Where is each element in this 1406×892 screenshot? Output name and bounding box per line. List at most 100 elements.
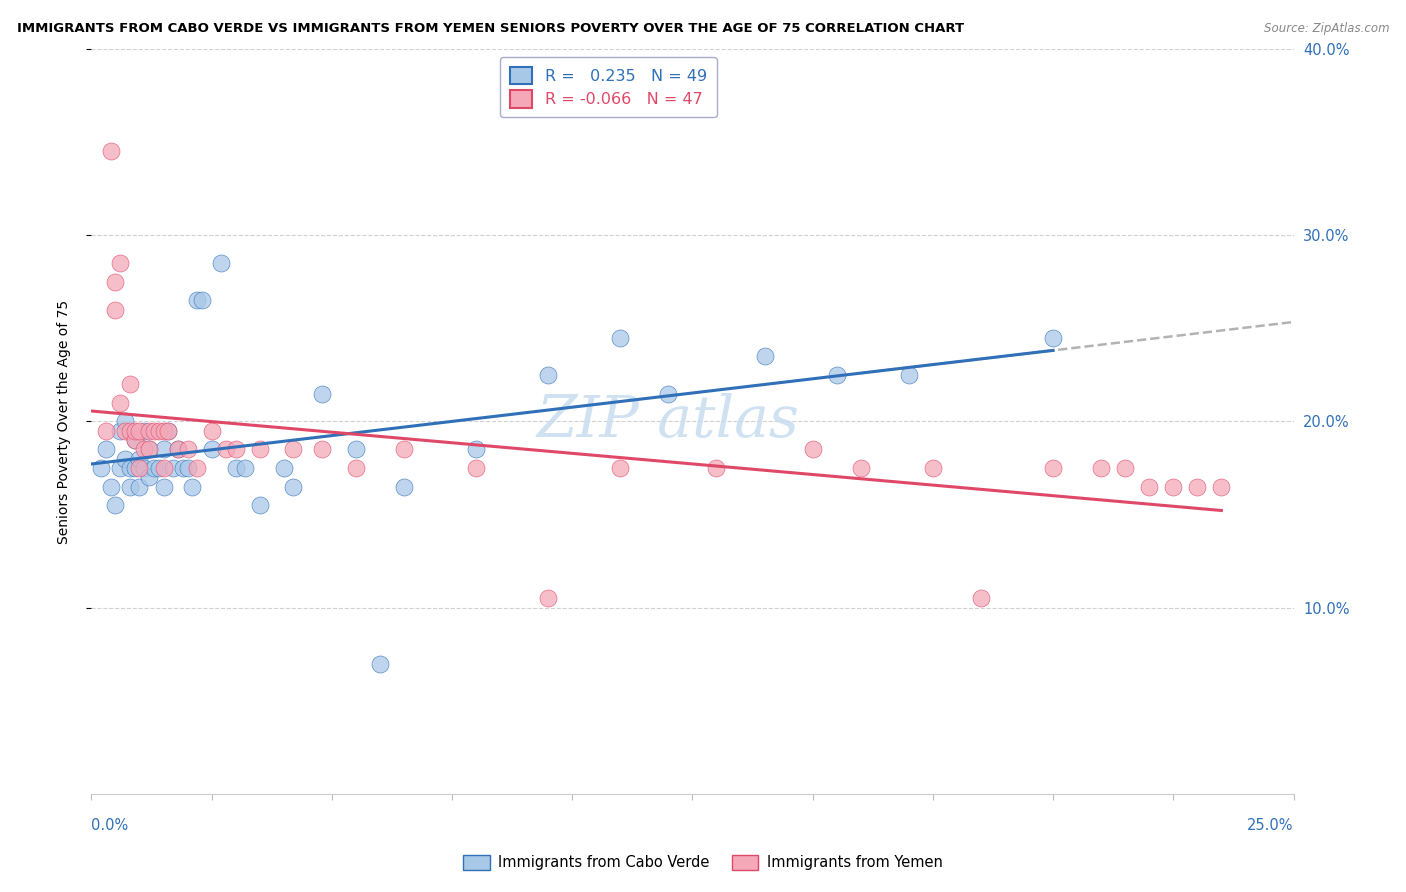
Point (142, 424, 165, 438)
Point (368, 657, 391, 671)
Point (215, 442, 238, 457)
Point (167, 442, 190, 457)
Point (609, 461, 631, 475)
Point (209, 256, 232, 270)
Point (754, 349, 776, 363)
Point (176, 442, 198, 457)
Point (148, 461, 170, 475)
Point (110, 424, 132, 438)
Point (152, 461, 174, 475)
Point (191, 293, 214, 308)
Point (104, 302, 127, 317)
Point (922, 461, 945, 475)
Point (114, 414, 136, 429)
Point (94, 442, 117, 457)
Text: IMMIGRANTS FROM CABO VERDE VS IMMIGRANTS FROM YEMEN SENIORS POVERTY OVER THE AGE: IMMIGRANTS FROM CABO VERDE VS IMMIGRANTS… (17, 22, 965, 36)
Point (104, 275, 127, 289)
Point (110, 461, 132, 475)
Point (465, 442, 488, 457)
Point (124, 424, 146, 438)
Point (134, 461, 156, 475)
Point (1211, 480, 1233, 494)
Point (311, 386, 333, 401)
Point (128, 461, 150, 475)
Point (110, 396, 132, 410)
Point (1137, 480, 1160, 494)
Point (201, 424, 224, 438)
Point (1090, 461, 1112, 475)
Legend: R =   0.235   N = 49, R = -0.066   N = 47: R = 0.235 N = 49, R = -0.066 N = 47 (501, 57, 717, 118)
Point (392, 442, 415, 457)
Point (1187, 480, 1209, 494)
Point (138, 424, 160, 438)
Point (124, 461, 146, 475)
Point (186, 461, 208, 475)
Point (152, 480, 174, 494)
Point (152, 442, 174, 457)
Point (157, 424, 180, 438)
Point (148, 424, 170, 438)
Point (537, 368, 560, 382)
Point (273, 461, 295, 475)
Point (849, 461, 872, 475)
Point (801, 442, 824, 457)
Point (537, 591, 560, 606)
Point (186, 293, 208, 308)
Point (657, 386, 679, 401)
Text: 25.0%: 25.0% (1247, 818, 1294, 832)
Point (110, 256, 132, 270)
Point (1042, 331, 1064, 345)
Point (152, 424, 174, 438)
Point (94, 424, 117, 438)
Point (176, 461, 198, 475)
Point (100, 145, 122, 159)
Point (825, 368, 848, 382)
Point (249, 498, 271, 512)
Point (283, 442, 305, 457)
Text: Source: ZipAtlas.com: Source: ZipAtlas.com (1264, 22, 1389, 36)
Point (1114, 461, 1136, 475)
Legend: Immigrants from Cabo Verde, Immigrants from Yemen: Immigrants from Cabo Verde, Immigrants f… (457, 848, 949, 876)
Text: ZIP atlas: ZIP atlas (537, 393, 800, 450)
Point (181, 480, 204, 494)
Point (124, 433, 146, 447)
Y-axis label: Seniors Poverty Over the Age of 75: Seniors Poverty Over the Age of 75 (56, 300, 70, 543)
Point (128, 480, 150, 494)
Point (970, 591, 993, 606)
Point (1161, 480, 1184, 494)
Point (100, 480, 122, 494)
Point (118, 424, 141, 438)
Point (609, 331, 631, 345)
Point (104, 498, 127, 512)
Point (392, 480, 415, 494)
Point (118, 377, 141, 392)
Point (344, 461, 367, 475)
Point (124, 433, 146, 447)
Point (172, 461, 194, 475)
Point (128, 451, 150, 466)
Point (134, 424, 156, 438)
Point (142, 461, 165, 475)
Text: 0.0%: 0.0% (91, 818, 128, 832)
Point (138, 470, 160, 484)
Point (118, 461, 141, 475)
Point (706, 461, 728, 475)
Point (167, 442, 190, 457)
Point (138, 442, 160, 457)
Point (283, 480, 305, 494)
Point (114, 451, 136, 466)
Point (344, 442, 367, 457)
Point (134, 442, 156, 457)
Point (162, 461, 184, 475)
Point (465, 461, 488, 475)
Point (138, 442, 160, 457)
Point (897, 368, 920, 382)
Point (233, 461, 256, 475)
Point (311, 442, 333, 457)
Point (118, 480, 141, 494)
Point (90, 461, 112, 475)
Point (1042, 461, 1064, 475)
Point (201, 442, 224, 457)
Point (157, 424, 180, 438)
Point (225, 461, 247, 475)
